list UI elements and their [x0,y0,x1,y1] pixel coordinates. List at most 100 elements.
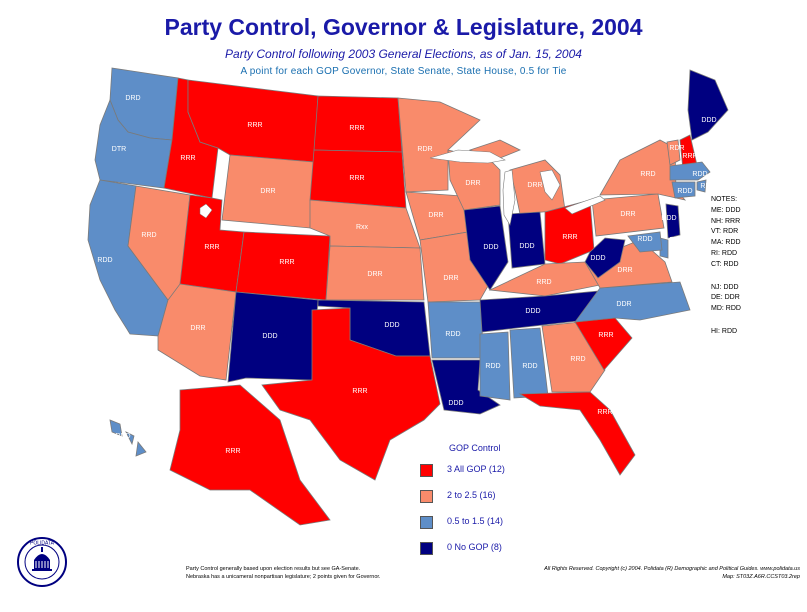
state-label-mt: RRR [247,122,262,129]
state-nm [227,291,319,383]
state-label-ne: Rxx [356,224,369,231]
state-in [507,211,546,269]
state-md [627,231,663,253]
state-tx [261,307,441,481]
state-label-nd: RRR [349,125,364,132]
state-label-ak: RRR [225,448,240,455]
state-label-co: RRR [279,259,294,266]
state-label-in: DDD [519,243,534,250]
state-label-ri: RDD [700,183,715,190]
footer-right-line: Map: ST03Z.A6R.CCST03.2rep [722,574,800,580]
map-title: Party Control, Governor & Legislature, 2… [164,14,643,40]
note-line: NOTES: [711,196,738,203]
note-line: ME: DDD [711,206,741,214]
note-line: NH: RRR [711,217,741,225]
legend-swatch [420,464,433,477]
legend-swatch [420,516,433,529]
state-ma [669,161,711,181]
footer-right: All Rights Reserved. Copyright (c) 2004.… [480,565,800,581]
state-label-wa: DRD [125,95,140,102]
state-nc [574,281,691,323]
state-label-tn: DDD [525,308,540,315]
state-label-ms: RDD [485,363,500,370]
state-label-ar: RDD [445,331,460,338]
state-vt [666,139,681,166]
state-label-nm: DDD [262,333,277,340]
state-label-tx: RRR [352,388,367,395]
state-pa [591,193,665,237]
lake-erie [564,195,606,215]
state-ri [696,179,707,193]
state-label-ut: RRR [204,244,219,251]
md-tag: RDD [637,236,652,243]
state-ct [671,181,696,199]
lake-huron [539,169,561,201]
state-me [687,69,729,141]
state-label-vt: RDR [669,145,684,152]
note-line: CT: RDD [711,260,739,268]
state-wv [584,237,626,279]
state-label-oh: RRR [562,234,577,241]
state-label-ny: RRD [640,171,655,178]
state-label-ca: RDD [97,257,112,264]
state-ga [541,321,606,393]
state-label-nv: RRD [141,232,156,239]
state-az [157,283,237,381]
note-line: NJ: DDD [711,283,739,291]
map-subnote: A point for each GOP Governor, State Sen… [240,66,567,77]
state-fl [518,391,636,476]
state-va [584,239,673,289]
note-line: DE: DDR [711,294,740,302]
state-ar [427,301,486,359]
state-label-la: DDD [448,400,463,407]
state-label-ga: RRD [570,356,585,363]
state-label-ct: RDD [677,188,692,195]
state-label-pa: DRR [620,211,635,218]
legend-swatch [420,542,433,555]
state-label-mo: DRR [443,275,458,282]
footer-left-line: Party Control generally based upon elect… [186,566,361,572]
state-label-sc: RRR [598,332,613,339]
state-label-wv: DDD [590,255,605,262]
note-line: RI: RDD [711,249,738,257]
state-label-al: RDD [522,363,537,370]
note-line: VT: RDR [711,228,739,236]
state-label-me: DDD [701,117,716,124]
state-ks [325,245,425,301]
state-label-ky: RRD [536,279,551,286]
state-nj [665,203,681,239]
state-il [463,205,509,291]
state-ms [479,331,511,401]
note-line: HI: RDD [711,327,738,335]
legend-label: 2 to 2.5 (16) [447,490,496,500]
legend-label: 3 All GOP (12) [447,464,505,474]
notes-block-1: NOTES: ME: DDD NH: RRR VT: RDR MA: RDD RI: RD… [711,195,741,271]
state-label-mi: DRR [527,182,542,189]
state-label-il: DDD [483,244,498,251]
state-label-nc: DDR [616,301,631,308]
lake-michigan [502,169,516,226]
legend-title: GOP Control [449,443,501,453]
state-label-ks: DRR [367,271,382,278]
state-label-wi: DRR [465,180,480,187]
state-label-or: DTR [112,146,126,153]
state-hi [109,419,147,457]
state-ak [169,384,331,526]
de-tag: D [669,237,674,244]
state-label-hi: RDD [115,433,130,440]
state-label-id: RRR [180,155,195,162]
map-subtitle: Party Control following 2003 General Ele… [225,47,582,61]
state-nd [313,95,403,153]
notes-block-2: NJ: DDD DE: DDR MD: RDD [711,283,741,315]
footer-right-line: All Rights Reserved. Copyright (c) 2004.… [544,566,800,572]
state-label-va: DRR [617,267,632,274]
note-line: MD: RDD [711,305,741,313]
state-label-mn: RDR [417,146,432,153]
note-line: MA: RDD [711,239,741,247]
lake-superior [429,149,506,164]
state-label-ok: DDD [384,322,399,329]
state-label-nh: RRR [682,153,697,160]
state-label-ia: DRR [428,212,443,219]
footer-left-line: Nebraska has a unicameral nonpartisan le… [186,574,381,580]
